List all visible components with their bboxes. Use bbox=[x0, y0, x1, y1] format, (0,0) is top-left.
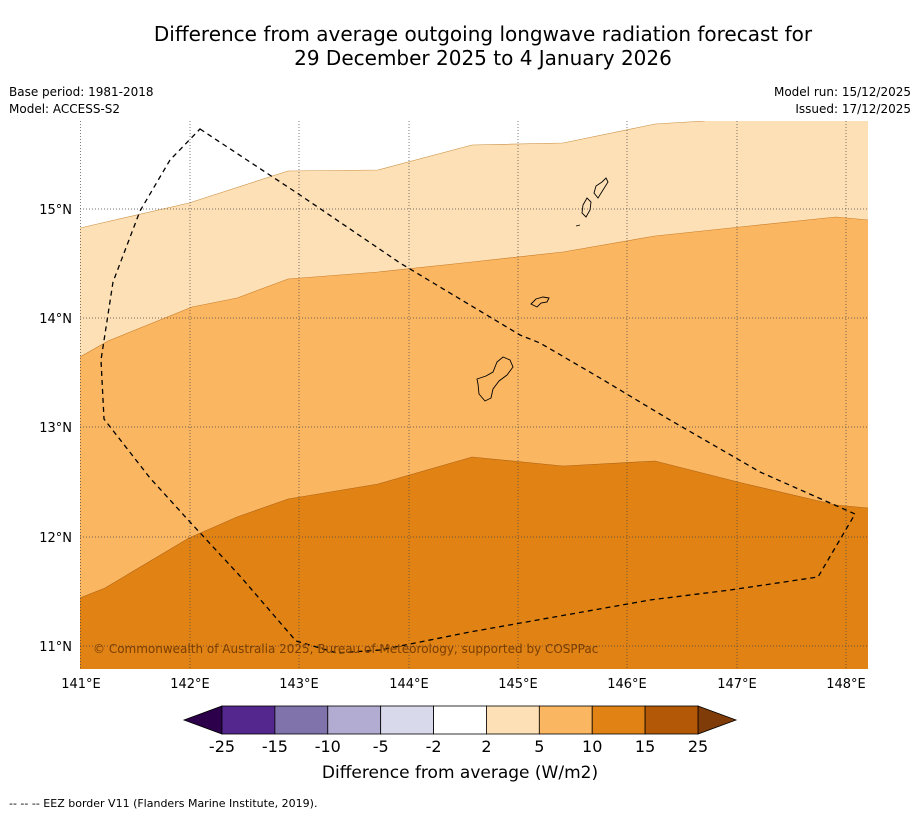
lat-tick-15n: 15°N bbox=[39, 203, 72, 218]
latitude-ticks: 15°N 14°N 13°N 12°N 11°N bbox=[39, 203, 72, 655]
colorbar-label: -25 bbox=[209, 737, 235, 756]
title-line-1: Difference from average outgoing longwav… bbox=[153, 22, 813, 46]
colorbar-label: 25 bbox=[688, 737, 708, 756]
colorbar-under-arrow bbox=[182, 705, 223, 735]
lat-tick-11n: 11°N bbox=[39, 640, 72, 655]
colorbar-labels: -25 -15 -10 -5 -2 2 5 10 15 25 bbox=[209, 737, 708, 756]
colorbar-box bbox=[221, 705, 276, 735]
island-saipan bbox=[593, 177, 609, 199]
longitude-ticks: 141°E 142°E 143°E 144°E 145°E 146°E 147°… bbox=[61, 677, 866, 692]
base-period: Base period: 1981-2018 bbox=[9, 85, 154, 99]
contour-line-5 bbox=[80, 216, 868, 358]
colorbar-label: -15 bbox=[262, 737, 288, 756]
chart-title: Difference from average outgoing longwav… bbox=[0, 22, 919, 70]
colorbar-label: 2 bbox=[481, 737, 491, 756]
colorbar-label: 10 bbox=[582, 737, 602, 756]
colorbar-box bbox=[591, 705, 646, 735]
colorbar-label: 15 bbox=[635, 737, 655, 756]
island-rota bbox=[530, 296, 550, 308]
contour-line-10 bbox=[80, 456, 868, 599]
lon-tick-141e: 141°E bbox=[61, 677, 101, 692]
colorbar-box bbox=[538, 705, 593, 735]
lon-tick-142e: 142°E bbox=[170, 677, 210, 692]
colorbar-label: -5 bbox=[373, 737, 389, 756]
eez-border bbox=[100, 128, 856, 654]
lon-tick-148e: 148°E bbox=[826, 677, 866, 692]
map-plot-area: © Commonwealth of Australia 2025, Bureau… bbox=[80, 121, 868, 669]
colorbar-over-arrow bbox=[697, 705, 738, 735]
model-run: Model run: 15/12/2025 bbox=[773, 85, 911, 99]
lon-tick-146e: 146°E bbox=[607, 677, 647, 692]
colorbar-box bbox=[644, 705, 699, 735]
colorbar: -25 -15 -10 -5 -2 2 5 10 15 25 Difference from av… bbox=[182, 705, 738, 783]
copyright-credit: © Commonwealth of Australia 2025, Bureau… bbox=[93, 642, 598, 656]
colorbar-box bbox=[486, 705, 540, 735]
islands bbox=[476, 177, 609, 402]
lat-tick-13n: 13°N bbox=[39, 421, 72, 436]
colorbar-box bbox=[274, 705, 329, 735]
colorbar-box bbox=[433, 705, 487, 735]
lon-tick-143e: 143°E bbox=[279, 677, 319, 692]
colorbar-box bbox=[327, 705, 382, 735]
colorbar-label: -2 bbox=[426, 737, 442, 756]
island-guam bbox=[476, 356, 514, 402]
lon-tick-144e: 144°E bbox=[389, 677, 429, 692]
colorbar-label: -10 bbox=[315, 737, 341, 756]
contour-line-2 bbox=[80, 121, 706, 229]
anomaly-band-10-15 bbox=[80, 457, 868, 669]
lat-tick-14n: 14°N bbox=[39, 312, 72, 327]
meta-right: Model run: 15/12/2025 Issued: 17/12/2025 bbox=[774, 84, 911, 118]
eez-legend-footer: -- -- -- EEZ border V11 (Flanders Marine… bbox=[9, 797, 318, 810]
lon-tick-145e: 145°E bbox=[498, 677, 538, 692]
lon-tick-147e: 147°E bbox=[717, 677, 757, 692]
title-line-2: 29 December 2025 to 4 January 2026 bbox=[294, 46, 672, 70]
island-aguijan bbox=[575, 224, 581, 227]
colorbar-boxes bbox=[221, 705, 699, 735]
colorbar-title: Difference from average (W/m2) bbox=[322, 763, 598, 783]
meta-left: Base period: 1981-2018 Model: ACCESS-S2 bbox=[9, 84, 154, 118]
colorbar-box bbox=[380, 705, 434, 735]
colorbar-label: 5 bbox=[534, 737, 544, 756]
lat-tick-12n: 12°N bbox=[39, 531, 72, 546]
island-tinian bbox=[581, 197, 592, 218]
issued-date: Issued: 17/12/2025 bbox=[795, 102, 911, 116]
model-name: Model: ACCESS-S2 bbox=[9, 102, 121, 116]
gridlines bbox=[80, 121, 868, 669]
